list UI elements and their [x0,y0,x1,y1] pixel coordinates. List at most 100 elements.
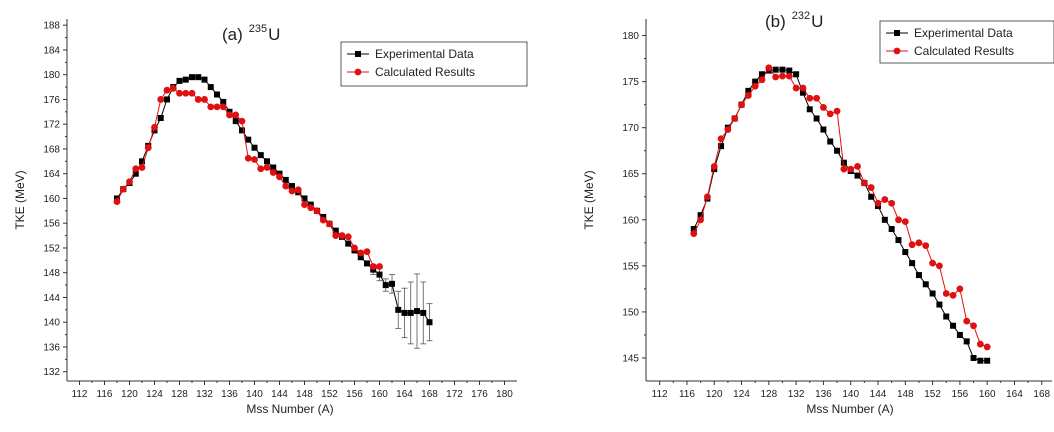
y-tick-label: 175 [622,77,639,88]
data-point [888,226,895,233]
data-point [232,118,239,125]
legend: Experimental Data Calculated Results [340,41,528,87]
data-point [758,76,766,84]
data-point [213,103,221,111]
y-tick-label: 176 [43,95,60,106]
data-point [806,94,814,102]
panel-title-prefix: (a) [222,25,243,44]
data-point [942,290,950,297]
data-point [813,94,820,102]
data-point [806,106,813,113]
data-point [270,164,277,171]
data-point [357,249,365,257]
data-point [943,313,950,320]
data-point [792,84,800,92]
panel-title-superscript: 235 [249,23,267,35]
legend-marker [355,51,361,57]
data-point [301,195,308,202]
data-point [697,212,704,219]
data-point [332,227,339,234]
x-tick-label: 128 [171,389,188,400]
data-point [195,74,202,81]
data-point [970,322,977,330]
x-tick-label: 144 [870,389,887,400]
data-point [239,127,245,134]
data-point [860,179,868,187]
y-tick-label: 165 [622,169,639,180]
data-point [238,117,246,125]
data-point [363,248,371,256]
data-point [288,187,296,195]
data-point [847,165,855,173]
data-point [426,319,433,326]
data-point [282,176,289,183]
x-tick-label: 176 [471,389,488,400]
data-point [895,237,902,244]
legend-item: Calculated Results [886,44,1014,58]
x-tick-label: 116 [97,389,113,400]
data-point [151,123,158,131]
x-tick-label: 152 [924,389,941,400]
y-tick-label: 160 [43,194,60,205]
data-point [207,84,214,91]
data-point [214,91,220,98]
data-point [313,207,321,215]
chart-panel-b: 112 116 120 124 128 132 136 140 144 148 152 156 160 1… [582,10,1054,416]
data-point [257,152,264,159]
data-point [201,76,208,83]
data-point [779,72,786,80]
data-point [269,169,277,176]
data-point [219,103,227,111]
data-point [301,201,308,209]
data-point [294,186,302,194]
data-point [157,115,164,122]
data-point [420,309,427,316]
y-tick-label: 155 [622,261,639,272]
x-tick-label: 116 [679,389,695,400]
data-point [854,162,861,170]
data-point [868,193,875,200]
data-point [697,216,704,224]
x-tick-label: 160 [371,389,388,400]
x-tick-label: 152 [321,389,338,400]
panel-title-element: U [811,12,823,31]
x-tick-label: 160 [979,389,996,400]
data-point [976,340,984,348]
x-tick-label: 124 [146,389,163,400]
data-point [970,354,977,361]
data-point [264,158,270,165]
data-point [963,338,970,345]
data-point [984,357,991,364]
data-point [956,331,963,338]
x-tick-label: 148 [296,389,313,400]
data-point [840,165,848,173]
data-point [915,239,923,247]
data-point [139,158,145,165]
data-point [257,165,265,173]
x-tick-label: 168 [1033,389,1050,400]
data-point [772,66,779,73]
data-point [936,262,943,270]
data-point [345,240,352,247]
data-point [401,309,408,316]
y-tick-label: 180 [622,31,639,42]
data-point [786,67,793,74]
data-point [731,115,739,122]
data-point [956,285,964,293]
data-point [963,317,971,325]
data-point [169,84,177,92]
data-point [163,86,171,94]
y-tick-label: 172 [43,120,60,131]
data-point [251,144,258,151]
data-point [901,218,909,226]
data-point [289,183,295,190]
y-axis-title: TKE (MeV) [13,170,27,229]
data-point [922,242,930,249]
y-tick-label: 132 [43,367,60,378]
data-point [220,98,227,105]
x-tick-label: 180 [496,389,513,400]
y-tick-label: 150 [622,307,639,318]
data-point [389,280,395,287]
x-tick-label: 144 [271,389,288,400]
